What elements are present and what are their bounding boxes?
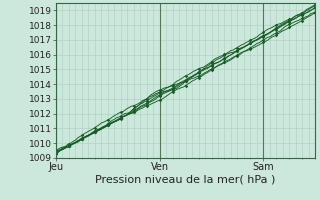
X-axis label: Pression niveau de la mer( hPa ): Pression niveau de la mer( hPa )	[95, 175, 276, 185]
